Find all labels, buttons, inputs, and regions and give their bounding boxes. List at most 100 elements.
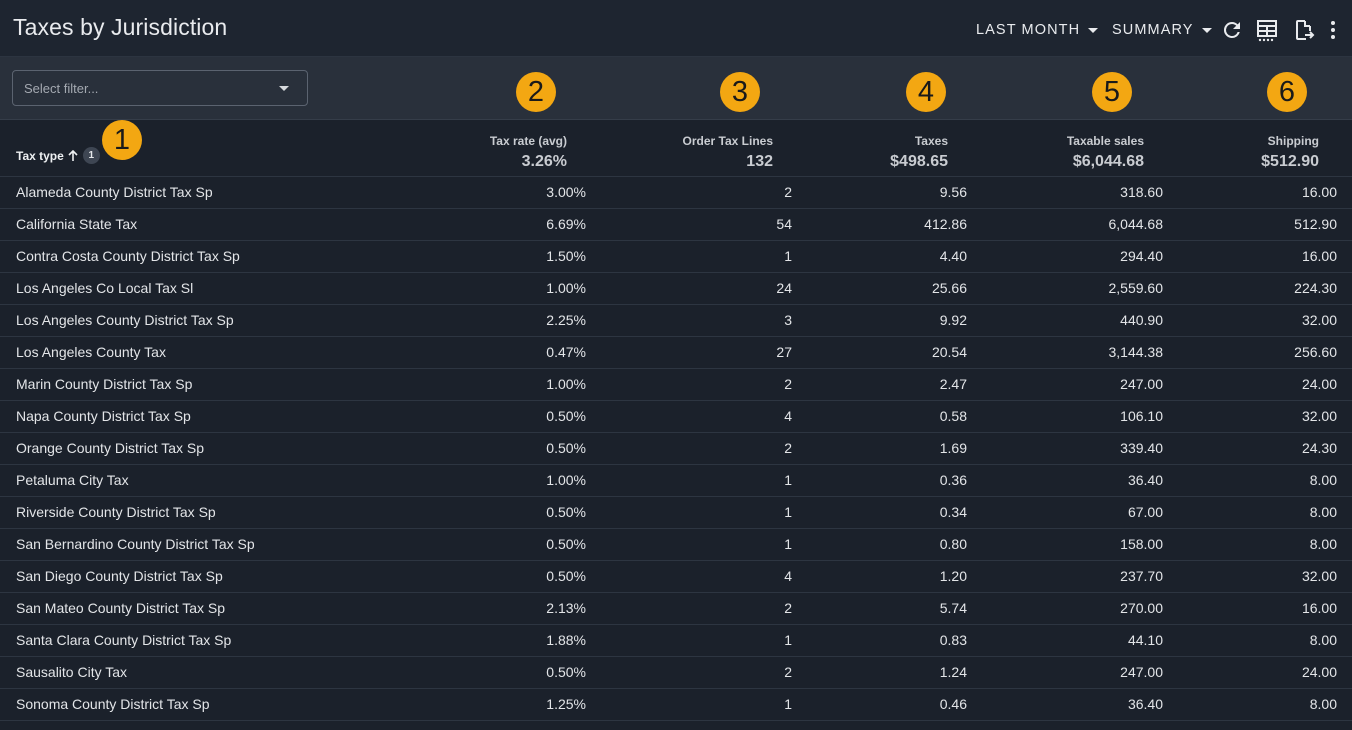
column-header-taxes[interactable]: Taxes (914, 134, 948, 148)
cell-shipping: 8.00 (1309, 472, 1337, 488)
cell-taxes: 9.92 (939, 312, 967, 328)
cell-tax-rate: 2.25% (546, 312, 586, 328)
table-row[interactable]: Petaluma City Tax 1.00% 1 0.36 36.40 8.00 (0, 465, 1352, 497)
column-header-tax-rate[interactable]: Tax rate (avg) (489, 134, 567, 148)
cell-order-tax-lines: 4 (784, 568, 792, 584)
cell-taxable-sales: 440.90 (1120, 312, 1163, 328)
cell-taxes: 0.34 (939, 504, 967, 520)
filter-placeholder: Select filter... (24, 81, 99, 96)
cell-order-tax-lines: 2 (784, 376, 792, 392)
chevron-down-icon (279, 86, 289, 91)
cell-order-tax-lines: 2 (784, 600, 792, 616)
cell-shipping: 24.00 (1301, 664, 1337, 680)
cell-taxable-sales: 2,559.60 (1108, 280, 1164, 296)
cell-tax-type: Sausalito City Tax (16, 664, 128, 680)
cell-tax-type: Los Angeles County District Tax Sp (16, 312, 234, 328)
cell-tax-rate: 0.50% (546, 440, 586, 456)
cell-taxes: 0.36 (939, 472, 967, 488)
view-dropdown[interactable]: SUMMARY (1112, 18, 1212, 42)
callout-badge-3: 3 (720, 72, 760, 112)
cell-shipping: 16.00 (1301, 248, 1337, 264)
cell-shipping: 512.90 (1294, 216, 1337, 232)
cell-taxable-sales: 339.40 (1120, 440, 1163, 456)
export-icon[interactable] (1292, 18, 1316, 42)
table-row[interactable]: Los Angeles Co Local Tax Sl 1.00% 24 25.66 2… (0, 273, 1352, 305)
table-row[interactable]: Riverside County District Tax Sp 0.50% 1 0.… (0, 497, 1352, 529)
table-header: Tax type 1 1 Tax rate (avg) 3.26% Order … (0, 120, 1352, 177)
cell-shipping: 32.00 (1301, 568, 1337, 584)
cell-tax-type: San Diego County District Tax Sp (16, 568, 223, 584)
cell-tax-rate: 0.50% (546, 504, 586, 520)
cell-taxable-sales: 6,044.68 (1108, 216, 1164, 232)
table-row[interactable]: Los Angeles County Tax 0.47% 27 20.54 3,144.… (0, 337, 1352, 369)
cell-shipping: 16.00 (1301, 184, 1337, 200)
cell-taxable-sales: 3,144.38 (1108, 344, 1164, 360)
cell-taxable-sales: 36.40 (1127, 472, 1163, 488)
column-label: Tax type (16, 148, 64, 163)
cell-shipping: 24.00 (1301, 376, 1337, 392)
cell-shipping: 32.00 (1301, 408, 1337, 424)
table-row[interactable]: San Bernardino County District Tax Sp 0.5… (0, 529, 1352, 561)
cell-taxable-sales: 158.00 (1120, 536, 1163, 552)
cell-tax-rate: 1.00% (546, 376, 586, 392)
period-dropdown[interactable]: LAST MONTH (976, 18, 1099, 42)
cell-tax-type: Los Angeles County Tax (16, 344, 166, 360)
table-row[interactable]: San Mateo County District Tax Sp 2.13% 2 5.… (0, 593, 1352, 625)
table-view-icon[interactable] (1255, 18, 1279, 42)
cell-shipping: 8.00 (1309, 504, 1337, 520)
table-row[interactable]: Sonoma County District Tax Sp 1.25% 1 0.46 3… (0, 689, 1352, 721)
table-row[interactable]: Sausalito City Tax 0.50% 2 1.24 247.00 24.00 (0, 657, 1352, 689)
filter-select[interactable]: Select filter... (12, 70, 308, 106)
cell-taxable-sales: 44.10 (1127, 632, 1163, 648)
table-row[interactable]: Marin County District Tax Sp 1.00% 2 2.47 24… (0, 369, 1352, 401)
cell-order-tax-lines: 1 (784, 536, 792, 552)
period-label: LAST MONTH (976, 22, 1081, 38)
page-title: Taxes by Jurisdiction (13, 14, 228, 40)
cell-tax-rate: 2.13% (546, 600, 586, 616)
cell-tax-rate: 3.00% (546, 184, 586, 200)
cell-taxes: 0.46 (939, 696, 967, 712)
cell-order-tax-lines: 1 (784, 632, 792, 648)
cell-tax-rate: 1.00% (546, 472, 586, 488)
column-header-tax-type[interactable]: Tax type 1 (16, 147, 100, 164)
refresh-icon[interactable] (1220, 18, 1244, 42)
cell-taxable-sales: 247.00 (1120, 376, 1163, 392)
cell-tax-type: California State Tax (16, 216, 138, 232)
cell-order-tax-lines: 1 (784, 696, 792, 712)
callout-badge-1: 1 (102, 120, 142, 160)
cell-tax-rate: 0.50% (546, 664, 586, 680)
table-row[interactable]: Santa Clara County District Tax Sp 1.88% 1… (0, 625, 1352, 657)
column-header-order-tax-lines[interactable]: Order Tax Lines (682, 134, 773, 148)
cell-order-tax-lines: 1 (784, 504, 792, 520)
cell-order-tax-lines: 54 (776, 216, 792, 232)
cell-tax-type: Napa County District Tax Sp (16, 408, 191, 424)
cell-shipping: 224.30 (1294, 280, 1337, 296)
cell-taxes: 9.56 (939, 184, 967, 200)
cell-order-tax-lines: 3 (784, 312, 792, 328)
cell-taxes: 20.54 (931, 344, 967, 360)
cell-tax-type: Orange County District Tax Sp (16, 440, 205, 456)
column-header-shipping[interactable]: Shipping (1267, 134, 1319, 148)
table-row[interactable]: Los Angeles County District Tax Sp 2.25% 3… (0, 305, 1352, 337)
top-bar: Taxes by Jurisdiction LAST MONTH SUMMARY (0, 0, 1352, 57)
cell-taxes: 25.66 (931, 280, 967, 296)
cell-order-tax-lines: 2 (784, 440, 792, 456)
cell-tax-type: Petaluma City Tax (16, 472, 129, 488)
table-row[interactable]: Napa County District Tax Sp 0.50% 4 0.58 106… (0, 401, 1352, 433)
cell-shipping: 256.60 (1294, 344, 1337, 360)
cell-shipping: 32.00 (1301, 312, 1337, 328)
table-row[interactable]: Contra Costa County District Tax Sp 1.50%… (0, 241, 1352, 273)
table-row[interactable]: Orange County District Tax Sp 0.50% 2 1.69 3… (0, 433, 1352, 465)
cell-order-tax-lines: 4 (784, 408, 792, 424)
table-row[interactable]: Alameda County District Tax Sp 3.00% 2 9.56… (0, 177, 1352, 209)
more-vert-icon[interactable] (1321, 18, 1345, 42)
cell-tax-type: San Bernardino County District Tax Sp (16, 536, 255, 552)
sort-order-badge: 1 (82, 147, 100, 164)
cell-taxable-sales: 270.00 (1120, 600, 1163, 616)
table-row[interactable]: California State Tax 6.69% 54 412.86 6,044.6… (0, 209, 1352, 241)
cell-shipping: 24.30 (1301, 440, 1337, 456)
column-header-taxable-sales[interactable]: Taxable sales (1066, 134, 1144, 148)
table-row[interactable]: San Diego County District Tax Sp 0.50% 4 1.… (0, 561, 1352, 593)
cell-tax-rate: 1.50% (546, 248, 586, 264)
cell-taxable-sales: 318.60 (1120, 184, 1163, 200)
